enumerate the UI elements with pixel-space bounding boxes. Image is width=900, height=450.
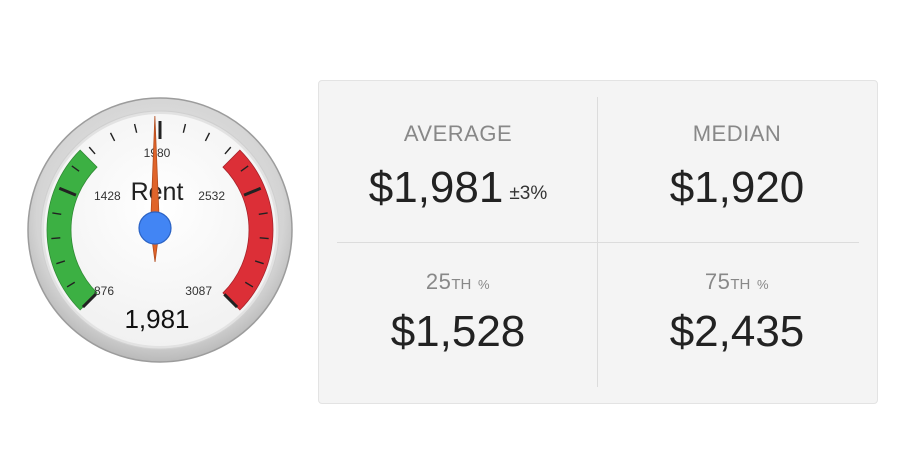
gauge-minor-tick: [109, 132, 116, 142]
gauge-minor-tick: [244, 281, 254, 288]
gauge-tick-label-1980: 1980: [144, 146, 171, 160]
stat-median: MEDIAN $1,920: [598, 81, 876, 242]
gauge-tick-label-1428: 1428: [94, 189, 121, 203]
gauge-minor-tick: [51, 237, 61, 240]
stat-75th-label-suffix: TH: [730, 276, 751, 293]
stat-75th-percentile: 75TH % $2,435: [598, 243, 876, 404]
gauge-minor-tick: [66, 281, 76, 288]
gauge-minor-tick: [133, 123, 138, 133]
gauge-tick-label-min: 876: [94, 284, 114, 298]
gauge-minor-tick: [71, 165, 80, 172]
gauge-minor-tick: [259, 237, 269, 240]
gauge-green-band: [46, 149, 98, 311]
gauge-major-tick: [243, 186, 262, 197]
gauge-minor-tick: [224, 146, 232, 155]
stat-25th-label-suffix: TH: [451, 276, 472, 293]
stat-average-amount: $1,981: [368, 163, 504, 212]
gauge-dial: 876 1428 1980 2532 3087 Rent 1,981: [27, 97, 293, 363]
gauge-minor-tick: [56, 260, 66, 265]
stat-average-label: AVERAGE: [403, 121, 513, 146]
gauge-minor-tick: [258, 212, 268, 216]
gauge-tick-label-2532: 2532: [198, 189, 225, 203]
gauge-minor-tick: [254, 260, 264, 265]
stat-75th-label-number: 75: [704, 269, 731, 294]
rent-stats-card: AVERAGE $1,981 ±3% MEDIAN $1,920 25TH % $…: [318, 80, 878, 404]
gauge-red-band: [222, 149, 274, 311]
stat-average-value: $1,981 ±3%: [319, 163, 597, 213]
gauge-ticks: [51, 121, 269, 309]
gauge-value: 1,981: [124, 304, 189, 334]
stat-75th-value: $2,435: [669, 307, 805, 356]
gauge-major-tick: [81, 293, 97, 309]
stat-median-label: MEDIAN: [692, 121, 782, 146]
gauge-minor-tick: [240, 165, 249, 172]
stat-25th-value: $1,528: [390, 307, 526, 356]
stat-average: AVERAGE $1,981 ±3%: [319, 81, 597, 242]
stat-25th-percentile: 25TH % $1,528: [319, 243, 597, 404]
divider-horizontal: [337, 242, 859, 243]
gauge-hub: [138, 211, 172, 245]
stat-25th-label-percent: %: [478, 277, 491, 292]
gauge-tick-label-max: 3087: [185, 284, 212, 298]
gauge-major-tick: [58, 186, 77, 197]
stat-average-margin: ±3%: [509, 183, 548, 204]
gauge-minor-tick: [52, 212, 62, 216]
stat-25th-label: 25TH %: [319, 269, 597, 295]
gauge-minor-tick: [204, 132, 211, 142]
gauge-major-tick: [223, 293, 239, 309]
rent-gauge: 876 1428 1980 2532 3087 Rent 1,981: [20, 90, 300, 370]
stat-25th-label-number: 25: [425, 269, 452, 294]
stat-75th-label: 75TH %: [598, 269, 876, 295]
stat-median-value: $1,920: [669, 163, 805, 212]
gauge-minor-tick: [88, 146, 96, 155]
gauge-minor-tick: [182, 123, 187, 133]
stat-75th-label-percent: %: [757, 277, 770, 292]
